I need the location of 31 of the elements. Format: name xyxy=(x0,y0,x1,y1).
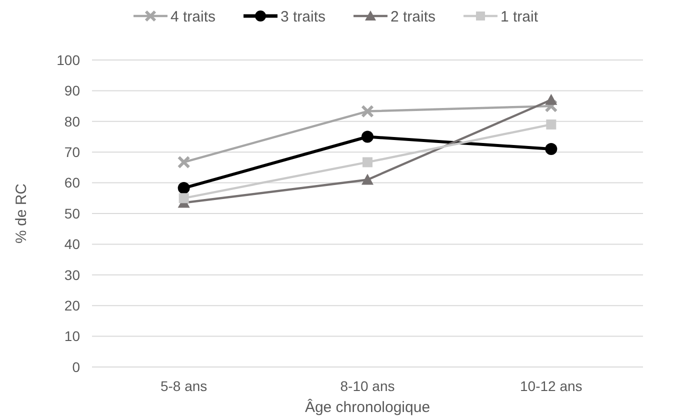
y-tick-label: 30 xyxy=(64,266,80,283)
y-tick-label: 50 xyxy=(64,205,80,222)
point xyxy=(362,157,372,168)
legend-label: 1 trait xyxy=(500,8,539,26)
y-tick-label: 40 xyxy=(64,236,80,252)
y-tick-label: 10 xyxy=(64,328,80,344)
point xyxy=(544,100,558,113)
point xyxy=(177,156,190,169)
point xyxy=(178,182,190,194)
y-tick-label: 100 xyxy=(56,52,80,68)
y-tick-label: 70 xyxy=(64,144,80,160)
point xyxy=(362,174,374,185)
y-tick-label: 90 xyxy=(64,82,80,99)
point xyxy=(545,94,558,105)
point xyxy=(546,119,556,130)
x-tick-label: 5-8 ans xyxy=(160,378,208,394)
point xyxy=(362,130,374,143)
point xyxy=(545,143,558,156)
y-tick-label: 20 xyxy=(64,298,80,314)
point xyxy=(178,193,189,204)
legend-label: 3 traits xyxy=(280,8,326,26)
y-tick-label: 80 xyxy=(64,113,80,130)
legend-label: 4 traits xyxy=(170,8,216,26)
point xyxy=(361,104,374,118)
x-tick-label: 8-10 ans xyxy=(340,378,395,394)
y-tick-label: 0 xyxy=(72,358,80,375)
x-axis-title: Âge chronologique xyxy=(304,398,430,416)
y-axis-title: % de RC xyxy=(13,183,30,244)
y-tick-label: 60 xyxy=(64,174,80,191)
legend-label: 2 traits xyxy=(390,8,436,26)
x-tick-label: 10-12 ans xyxy=(520,378,582,394)
